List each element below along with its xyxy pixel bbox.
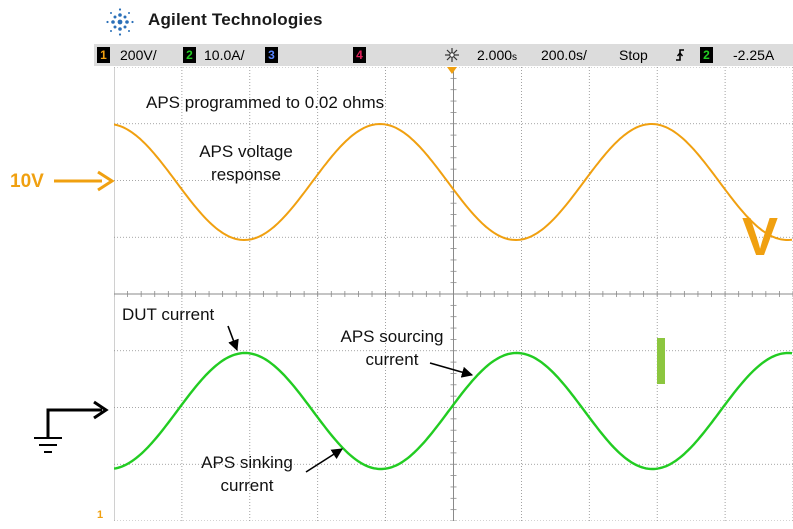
ten-volt-arrow (54, 170, 115, 192)
trigger-level[interactable]: -2.25A (733, 47, 775, 63)
channel-1-scale[interactable]: 200V/ (120, 47, 157, 63)
channel-1-badge[interactable]: 1 (97, 47, 110, 63)
voltage-marker-letter: V (742, 207, 779, 267)
dut-current-arrow (227, 325, 239, 352)
brand-name: Agilent Technologies (148, 10, 323, 29)
time-position[interactable]: 2.000s (477, 47, 518, 63)
run-state[interactable]: Stop (619, 47, 648, 63)
channel-1-voltage-waveform (114, 122, 793, 242)
graticule (114, 67, 793, 521)
header-bar: Agilent Technologies (0, 0, 793, 44)
annotation-arrows (227, 325, 474, 473)
channel-2-scale[interactable]: 10.0A/ (204, 47, 245, 63)
scope-status-bar: 1 200V/ 2 10.0A/ 3 4 2.000s 200.0s/ Stop… (94, 44, 793, 66)
trigger-channel-badge[interactable]: 2 (700, 47, 713, 63)
acquire-spark-icon (445, 48, 459, 62)
channel-2-current-waveform (114, 351, 793, 471)
channel-2-badge[interactable]: 2 (183, 47, 196, 63)
trigger-edge-icon[interactable] (674, 47, 686, 63)
sinking-current-annotation: APS sinking current (201, 453, 293, 495)
current-marker-bar (657, 338, 665, 384)
sinking-current-arrow (305, 448, 343, 473)
scope-display: APS programmed to 0.02 ohms APS voltage … (114, 67, 793, 521)
voltage-annotation: APS voltage response (199, 142, 293, 184)
ground-reference-icon (34, 400, 109, 453)
ten-volt-label: 10V (10, 171, 44, 192)
channel-1-ground-marker: 1 (97, 509, 104, 521)
time-scale[interactable]: 200.0s/ (541, 47, 587, 63)
sourcing-current-annotation: APS sourcing current (340, 327, 444, 369)
agilent-spark-icon (106, 8, 134, 36)
dut-current-annotation: DUT current (122, 305, 215, 324)
waveform-canvas (114, 67, 793, 521)
channel-3-badge[interactable]: 3 (265, 47, 278, 63)
channel-4-badge[interactable]: 4 (353, 47, 366, 63)
title-annotation: APS programmed to 0.02 ohms (146, 93, 385, 112)
trigger-position-marker (447, 67, 457, 74)
sourcing-current-arrow (429, 362, 474, 378)
